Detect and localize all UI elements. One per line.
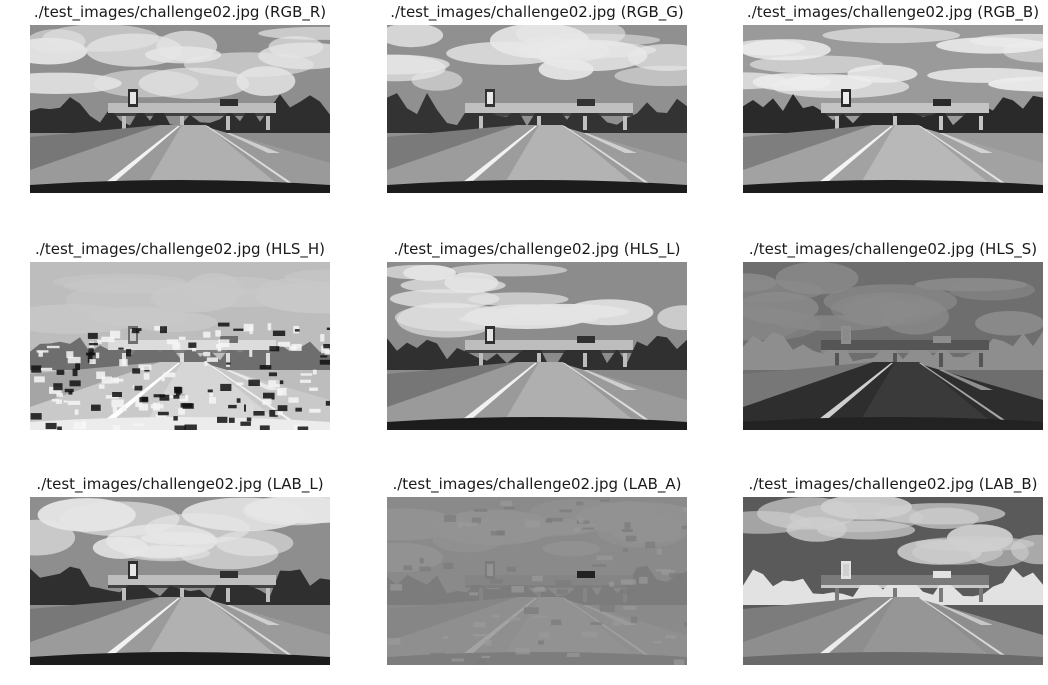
panel-title: ./test_images/challenge02.jpg (RGB_B) [723, 2, 1048, 22]
channel-panel: ./test_images/challenge02.jpg (RGB_G) [387, 2, 687, 192]
channel-panel: ./test_images/challenge02.jpg (HLS_L) [387, 239, 687, 429]
panel-title: ./test_images/challenge02.jpg (LAB_L) [10, 474, 350, 494]
channel-panel: ./test_images/challenge02.jpg (HLS_H) [30, 239, 330, 429]
panel-title: ./test_images/challenge02.jpg (LAB_A) [367, 474, 707, 494]
panel-title: ./test_images/challenge02.jpg (HLS_S) [723, 239, 1048, 259]
road-scene-image [743, 262, 1043, 430]
road-scene-image [30, 25, 330, 193]
channel-image [743, 262, 1043, 430]
road-scene-image [387, 497, 687, 665]
panel-title: ./test_images/challenge02.jpg (RGB_G) [367, 2, 707, 22]
panel-title: ./test_images/challenge02.jpg (LAB_B) [723, 474, 1048, 494]
channel-panel: ./test_images/challenge02.jpg (RGB_R) [30, 2, 330, 192]
panel-title: ./test_images/challenge02.jpg (HLS_L) [367, 239, 707, 259]
road-scene-image [30, 262, 330, 430]
road-scene-image [743, 497, 1043, 665]
channel-image [30, 262, 330, 430]
channel-image [30, 25, 330, 193]
channel-panel: ./test_images/challenge02.jpg (RGB_B) [743, 2, 1043, 192]
channel-image [743, 25, 1043, 193]
road-scene-image [30, 497, 330, 665]
road-scene-image [387, 25, 687, 193]
channel-image [387, 25, 687, 193]
panel-title: ./test_images/challenge02.jpg (RGB_R) [10, 2, 350, 22]
channel-image [30, 497, 330, 665]
panel-title: ./test_images/challenge02.jpg (HLS_H) [10, 239, 350, 259]
channel-panel: ./test_images/challenge02.jpg (HLS_S) [743, 239, 1043, 429]
channel-image [387, 262, 687, 430]
road-scene-image [743, 25, 1043, 193]
channel-image [743, 497, 1043, 665]
road-scene-image [387, 262, 687, 430]
channel-panel: ./test_images/challenge02.jpg (LAB_B) [743, 474, 1043, 664]
channel-panel: ./test_images/challenge02.jpg (LAB_L) [30, 474, 330, 664]
channel-panel: ./test_images/challenge02.jpg (LAB_A) [387, 474, 687, 664]
channel-image [387, 497, 687, 665]
